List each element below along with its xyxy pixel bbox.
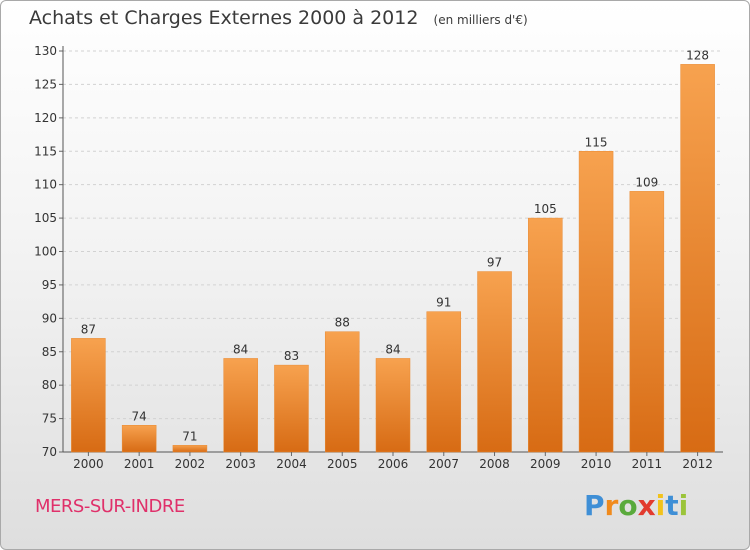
data-label: 105: [534, 202, 557, 216]
bar: [172, 445, 208, 453]
bar: [629, 191, 665, 453]
data-label: 84: [233, 342, 248, 356]
logo-letter: i: [655, 489, 666, 522]
logo-letter: i: [678, 489, 689, 522]
bar: [324, 331, 360, 453]
data-label: 88: [335, 316, 350, 330]
y-tick-label: 120: [34, 111, 57, 125]
bar: [71, 338, 106, 453]
logo-letter: r: [604, 489, 619, 522]
y-tick-label: 130: [34, 44, 57, 58]
logo-letter: x: [637, 489, 656, 522]
data-label: 91: [436, 296, 451, 310]
logo-letter: t: [665, 489, 679, 522]
x-tick-label: 2002: [175, 457, 206, 471]
brand-logo: Proxiti: [584, 489, 688, 522]
y-tick-label: 75: [42, 412, 57, 426]
y-tick-label: 125: [34, 77, 57, 91]
data-label: 87: [81, 322, 96, 336]
bar: [528, 217, 563, 453]
x-tick-label: 2010: [581, 457, 612, 471]
x-tick-label: 2005: [327, 457, 358, 471]
x-tick-label: 2001: [124, 457, 155, 471]
bar: [274, 364, 309, 453]
bar: [426, 311, 462, 453]
bar: [223, 358, 258, 453]
data-label: 74: [132, 409, 147, 423]
logo-letter: o: [618, 489, 638, 522]
y-tick-label: 90: [42, 311, 57, 325]
bar: [121, 425, 157, 453]
x-tick-label: 2011: [632, 457, 663, 471]
data-label: 109: [635, 175, 658, 189]
x-tick-label: 2000: [73, 457, 104, 471]
data-label: 83: [284, 349, 299, 363]
bar: [375, 358, 411, 453]
logo-letter: P: [584, 489, 605, 522]
x-tick-label: 2006: [378, 457, 409, 471]
y-tick-label: 115: [34, 144, 57, 158]
x-tick-label: 2012: [682, 457, 713, 471]
x-tick-label: 2009: [530, 457, 561, 471]
bar: [680, 64, 715, 453]
chart-title: Achats et Charges Externes 2000 à 2012: [29, 7, 419, 29]
y-tick-label: 95: [42, 278, 57, 292]
y-tick-label: 105: [34, 211, 57, 225]
x-tick-label: 2004: [276, 457, 307, 471]
y-tick-label: 70: [42, 445, 57, 459]
y-tick-label: 85: [42, 345, 57, 359]
data-label: 84: [385, 342, 400, 356]
data-label: 115: [585, 135, 608, 149]
data-label: 128: [686, 48, 709, 62]
y-tick-label: 80: [42, 378, 57, 392]
data-label: 71: [182, 429, 197, 443]
bar: [477, 271, 512, 453]
y-tick-label: 110: [34, 178, 57, 192]
location-name: MERS-SUR-INDRE: [35, 496, 185, 517]
x-tick-label: 2003: [225, 457, 256, 471]
x-tick-label: 2008: [479, 457, 510, 471]
title-row: Achats et Charges Externes 2000 à 2012 (…: [29, 7, 528, 29]
x-tick-label: 2007: [428, 457, 459, 471]
chart-unit: (en milliers d'€): [433, 13, 528, 27]
y-tick-label: 100: [34, 245, 57, 259]
bar: [578, 151, 614, 453]
data-label: 97: [487, 256, 502, 270]
